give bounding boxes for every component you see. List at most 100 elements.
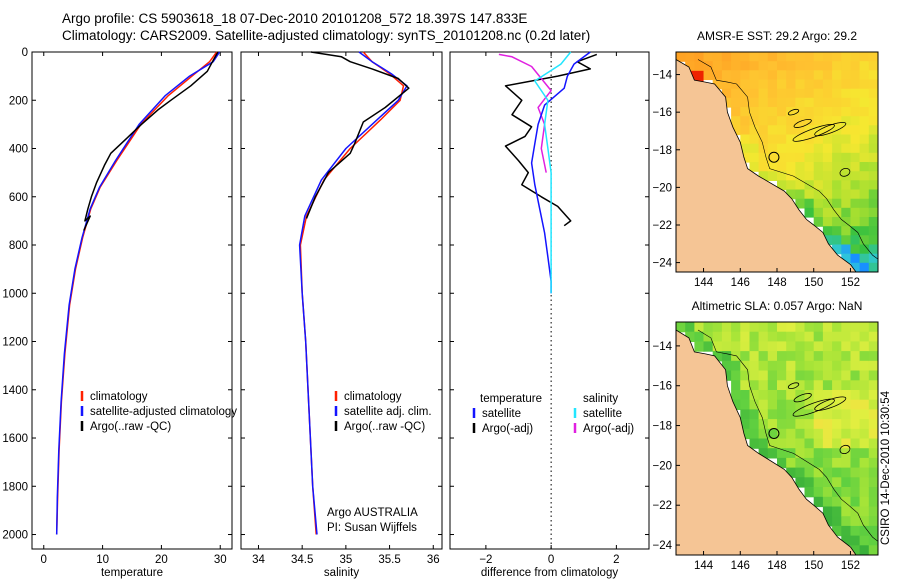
sst-map-field-cell bbox=[749, 162, 760, 172]
sst-map-field-cell bbox=[850, 180, 861, 191]
sla-map-field-cell bbox=[795, 438, 806, 449]
sst-map-field-cell bbox=[749, 134, 760, 145]
sst-map-field-cell bbox=[712, 61, 723, 71]
sst-map-field-cell bbox=[767, 134, 778, 145]
sla-map-field-cell bbox=[868, 487, 878, 498]
sla-map-field-cell bbox=[859, 399, 870, 410]
sst-map-field-cell bbox=[740, 134, 751, 145]
sla-map-field-cell bbox=[804, 370, 815, 381]
sst-map-field-cell bbox=[841, 162, 852, 172]
sla-map-reef-outline bbox=[814, 396, 847, 411]
sst-map-field-cell bbox=[767, 162, 778, 172]
sla-map-field-cell bbox=[795, 457, 806, 469]
sst-map-field-cell bbox=[740, 61, 751, 71]
sst-map-field-cell bbox=[758, 88, 769, 99]
temperature-panel bbox=[31, 51, 233, 550]
sla-map-field-cell bbox=[859, 419, 870, 430]
sst-map-field-cell bbox=[868, 143, 878, 154]
sla-map-field-cell bbox=[822, 409, 833, 420]
sla-map-field-cell bbox=[813, 487, 824, 498]
sst-map-field-cell bbox=[795, 61, 806, 71]
sst-map-field-cell bbox=[832, 244, 842, 255]
sst-map-field-cell bbox=[868, 162, 878, 172]
sst-map-field-cell bbox=[859, 143, 870, 154]
sst-map-field-cell bbox=[795, 70, 806, 81]
sla-map-field-cell bbox=[804, 438, 815, 449]
difference-xlabel: difference from climatology bbox=[481, 567, 618, 579]
sla-map-field-cell bbox=[740, 390, 751, 401]
sst-map-field-cell bbox=[813, 61, 824, 71]
sst-map-field-cell bbox=[795, 198, 806, 209]
sst-map-field-cell bbox=[813, 79, 824, 90]
sst-map-field-cell bbox=[786, 88, 796, 99]
sla-map-field-cell bbox=[767, 448, 778, 459]
sla-map-field-cell bbox=[804, 322, 815, 333]
sla-map-field-cell bbox=[841, 380, 852, 391]
sst-map-field-cell bbox=[777, 52, 787, 62]
sst-map-field-cell bbox=[850, 143, 861, 154]
sla-map-field-cell bbox=[676, 322, 686, 333]
sst-map-field-cell bbox=[777, 107, 787, 117]
sst-map-field-cell bbox=[795, 52, 806, 62]
sla-map-field-cell bbox=[850, 322, 861, 333]
sst-map-field-cell bbox=[758, 162, 769, 172]
sla-map-field-cell bbox=[749, 438, 760, 449]
sst-map-field-cell bbox=[813, 171, 824, 181]
sla-map-field-cell bbox=[795, 331, 806, 342]
sla-map-field-cell bbox=[841, 428, 852, 440]
sla-map-field-cell bbox=[850, 370, 861, 381]
sst-map-field-cell bbox=[758, 152, 769, 163]
temperature-ytick-label: 1200 bbox=[2, 337, 28, 349]
sst-map-field-cell bbox=[777, 116, 787, 126]
sla-map-field-cell bbox=[804, 360, 815, 372]
sst-map-field-cell bbox=[804, 79, 815, 90]
sst-map-field-cell bbox=[822, 152, 833, 163]
sst-map-field-cell bbox=[859, 70, 870, 81]
sla-map-field-cell bbox=[786, 331, 796, 342]
sst-map-field-cell bbox=[868, 88, 878, 99]
sst-map-field-cell bbox=[804, 207, 815, 218]
sst-map-field-cell bbox=[804, 152, 815, 163]
sst-map-field-cell bbox=[850, 171, 861, 181]
sla-map-field-cell bbox=[841, 516, 852, 527]
sst-map-field-cell bbox=[685, 61, 695, 71]
sst-map-field-cell bbox=[868, 217, 878, 227]
sla-map-field-cell bbox=[850, 467, 861, 478]
sla-map-field-cell bbox=[786, 351, 796, 362]
sst-map-field-cell bbox=[813, 189, 824, 200]
sst-map-field-cell bbox=[777, 97, 787, 108]
sla-map-field-cell bbox=[841, 399, 852, 410]
sst-map-reef-outline bbox=[814, 122, 847, 137]
difference-series-temperature-satellite bbox=[530, 51, 591, 294]
sst-map-reef-outline bbox=[787, 108, 800, 116]
sst-map-field-cell bbox=[767, 70, 778, 81]
sst-map-field-cell bbox=[731, 116, 741, 126]
sst-map-field-cell bbox=[822, 116, 833, 126]
sst-map-field-cell bbox=[850, 52, 861, 62]
sla-map-field-cell bbox=[850, 535, 861, 546]
sst-map-field-cell bbox=[832, 134, 842, 145]
salinity-xtick-label: 34.5 bbox=[291, 554, 313, 566]
sla-map-field-cell bbox=[850, 545, 861, 555]
sla-map-profile-marker bbox=[768, 427, 780, 439]
sst-map-field-cell bbox=[832, 88, 842, 99]
sla-map-field-cell bbox=[795, 428, 806, 440]
sst-map-field-cell bbox=[832, 226, 842, 236]
sst-map-field-cell bbox=[786, 107, 796, 117]
sla-map-field-cell bbox=[786, 370, 796, 381]
sst-map-field-cell bbox=[795, 143, 806, 154]
sla-map-field-cell bbox=[868, 351, 878, 362]
sst-map-field-cell bbox=[859, 253, 870, 264]
sla-map-field-cell bbox=[859, 487, 870, 498]
sst-map-field-cell bbox=[749, 52, 760, 62]
sla-map-field-cell bbox=[841, 409, 852, 420]
sla-map-ytick-label: −18 bbox=[652, 421, 672, 433]
sst-map-field-cell bbox=[804, 134, 815, 145]
sst-map-field-cell bbox=[859, 134, 870, 145]
sst-map-field-cell bbox=[813, 180, 824, 191]
sla-map-field-cell bbox=[859, 380, 870, 391]
sla-map-field-cell bbox=[832, 516, 842, 527]
difference-axes-frame bbox=[449, 51, 650, 550]
sla-map-field-cell bbox=[850, 331, 861, 342]
sla-map-field-cell bbox=[813, 448, 824, 459]
